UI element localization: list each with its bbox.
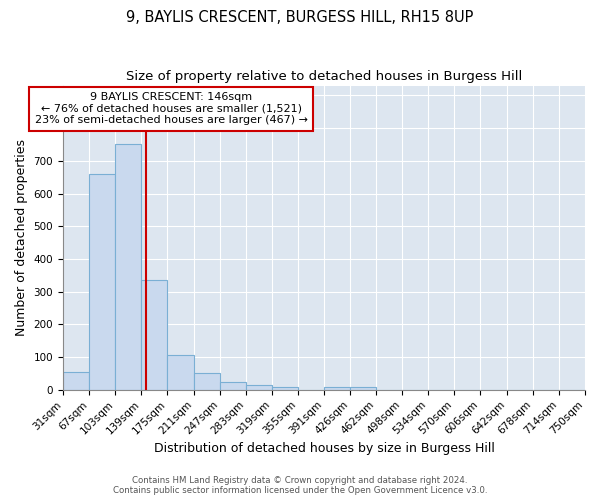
Bar [167, 354, 194, 390]
Bar [115, 144, 142, 390]
Bar [350, 386, 376, 390]
Bar [272, 386, 298, 390]
Text: 9 BAYLIS CRESCENT: 146sqm
← 76% of detached houses are smaller (1,521)
23% of se: 9 BAYLIS CRESCENT: 146sqm ← 76% of detac… [35, 92, 308, 126]
Bar [246, 385, 272, 390]
Bar [89, 174, 115, 390]
Bar [325, 387, 350, 390]
Title: Size of property relative to detached houses in Burgess Hill: Size of property relative to detached ho… [126, 70, 522, 83]
Bar [63, 372, 89, 390]
Text: Contains HM Land Registry data © Crown copyright and database right 2024.
Contai: Contains HM Land Registry data © Crown c… [113, 476, 487, 495]
Bar [142, 280, 167, 390]
Bar [194, 373, 220, 390]
Y-axis label: Number of detached properties: Number of detached properties [15, 139, 28, 336]
Text: 9, BAYLIS CRESCENT, BURGESS HILL, RH15 8UP: 9, BAYLIS CRESCENT, BURGESS HILL, RH15 8… [127, 10, 473, 25]
X-axis label: Distribution of detached houses by size in Burgess Hill: Distribution of detached houses by size … [154, 442, 494, 455]
Bar [220, 382, 246, 390]
